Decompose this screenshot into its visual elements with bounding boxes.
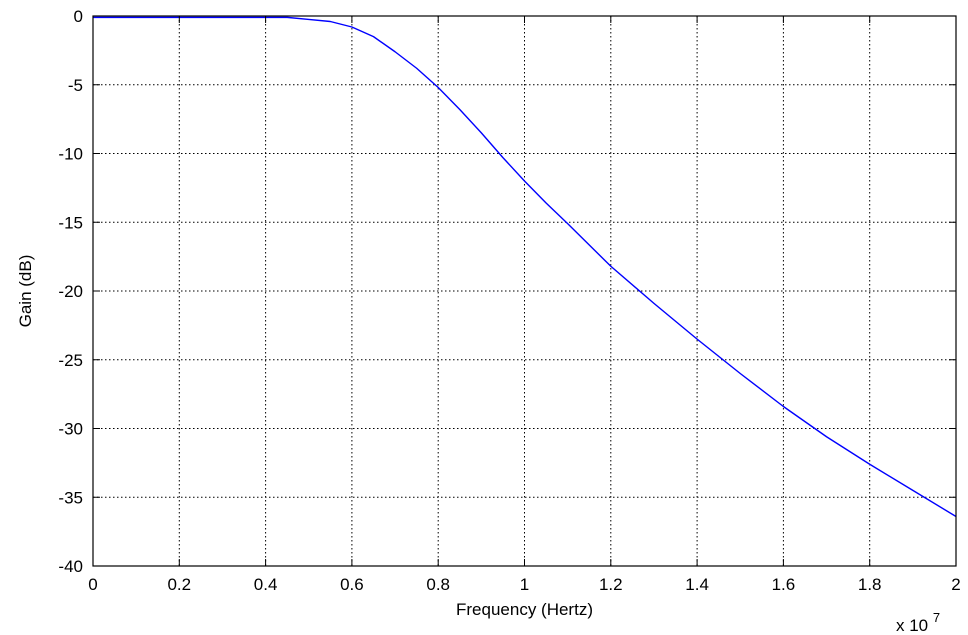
- tick-marks: [92, 15, 957, 567]
- y-tick-label: -25: [58, 351, 83, 370]
- x-axis-multiplier-exponent: 7: [933, 610, 940, 625]
- x-tick-label: 0.2: [167, 575, 191, 594]
- x-tick-label: 1.8: [858, 575, 882, 594]
- y-tick-label: -20: [58, 282, 83, 301]
- x-tick-label: 0.4: [254, 575, 278, 594]
- y-tick-label: -40: [58, 557, 83, 576]
- series-layer: [93, 16, 957, 518]
- x-tick-label: 0.8: [426, 575, 450, 594]
- y-axis-label: Gain (dB): [16, 255, 35, 328]
- y-tick-label: -30: [58, 420, 83, 439]
- x-tick-label: 0: [88, 575, 97, 594]
- x-tick-label: 2: [951, 575, 960, 594]
- y-tick-label: -5: [68, 76, 83, 95]
- x-axis-multiplier-label: x 10 7: [896, 610, 940, 635]
- x-axis-label: Frequency (Hertz): [456, 600, 593, 619]
- tick-labels: 0 0.2 0.4 0.6 0.8 1 1.2 1.4 1.6 1.8 2 0 -5 -10 -15 -20 -…: [58, 7, 960, 594]
- x-tick-label: 1.2: [599, 575, 623, 594]
- y-tick-label: 0: [74, 7, 83, 26]
- x-tick-label: 0.6: [340, 575, 364, 594]
- x-tick-label: 1: [520, 575, 529, 594]
- x-axis-multiplier-base: x 10: [896, 616, 928, 635]
- x-tick-label: 1.4: [685, 575, 709, 594]
- series-line: [93, 16, 957, 518]
- x-tick-label: 1.6: [772, 575, 796, 594]
- y-tick-label: -15: [58, 213, 83, 232]
- y-tick-label: -35: [58, 488, 83, 507]
- y-tick-label: -10: [58, 145, 83, 164]
